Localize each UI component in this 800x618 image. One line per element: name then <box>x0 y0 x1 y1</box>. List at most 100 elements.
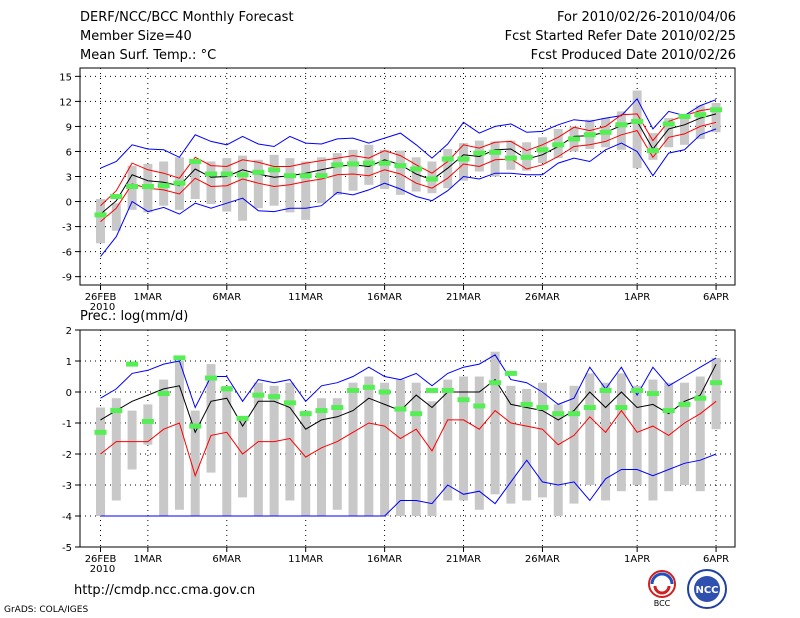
prec-ytick-label: 1 <box>66 357 72 368</box>
grads-credit: GrADS: COLA/IGES <box>4 605 89 615</box>
prec-spread-box <box>443 379 453 501</box>
prec-spread-box <box>332 398 342 510</box>
temp-observed-mark <box>378 160 391 166</box>
forecast-period: For 2010/02/26-2010/04/06 <box>557 10 736 25</box>
temp-observed-mark <box>362 160 375 166</box>
temp-observed-mark <box>504 155 517 161</box>
prec-spread-box <box>380 382 390 516</box>
temp-xtick-label: 6MAR <box>212 292 241 303</box>
prec-observed-mark <box>110 408 123 414</box>
temp-ytick-label: 9 <box>66 122 72 133</box>
temp-upper-line <box>100 107 717 207</box>
prec-ytick-label: -2 <box>62 450 72 461</box>
prec-spread-box <box>695 376 705 492</box>
temp-observed-mark <box>331 162 344 168</box>
temp-spread-box <box>648 133 658 160</box>
prec-spread-box <box>222 385 232 516</box>
prec-observed-mark <box>331 405 344 410</box>
temp-observed-mark <box>520 154 533 160</box>
temp-ytick-label: -9 <box>62 273 72 284</box>
temp-observed-mark <box>157 183 170 189</box>
temp-xtick-label: 16MAR <box>367 292 402 303</box>
temp-spread-box <box>695 105 705 139</box>
prec-xtick-label: 6MAR <box>212 554 241 565</box>
temp-spread-box <box>711 103 721 133</box>
temp-observed-mark <box>283 173 296 179</box>
temp-spread-box <box>269 154 279 206</box>
prec-observed-mark <box>283 400 296 406</box>
prec-spread-box <box>269 385 279 516</box>
temp-min-line <box>100 128 717 257</box>
temp-observed-mark <box>457 156 470 162</box>
temp-observed-mark <box>568 136 581 142</box>
member-size: Member Size=40 <box>80 29 192 44</box>
prec-spread-box <box>711 357 721 430</box>
prec-observed-mark <box>615 405 628 410</box>
prec-observed-mark <box>457 397 470 403</box>
temp-ytick-label: 3 <box>66 173 72 184</box>
prec-ytick-label: 2 <box>66 326 72 337</box>
ncc-logo: NCC <box>687 569 727 609</box>
ncc-logo-text: NCC <box>695 585 718 596</box>
temp-mean-line <box>100 113 717 215</box>
temp-spread-box <box>490 141 500 177</box>
temp-spread-box <box>679 113 689 145</box>
temp-xtick-label: 6APR <box>703 292 729 303</box>
temp-observed-mark <box>126 184 139 190</box>
temp-observed-mark <box>410 166 423 172</box>
temp-ytick-label: 0 <box>66 198 72 209</box>
prec-observed-mark <box>568 411 581 417</box>
temp-lower-line <box>100 121 717 222</box>
prec-mean-line <box>100 363 717 434</box>
temp-ytick-label: -3 <box>62 223 72 234</box>
temp-observed-mark <box>141 184 154 190</box>
prec-spread-box <box>459 376 469 501</box>
temp-observed-mark <box>394 163 407 169</box>
prec-observed-mark <box>173 355 186 361</box>
prec-observed-mark <box>220 386 233 392</box>
temp-observed-mark <box>268 167 281 173</box>
temp-observed-mark <box>347 161 360 167</box>
produced-date: Fcst Produced Date 2010/02/26 <box>530 48 736 63</box>
prec-observed-mark <box>473 403 486 409</box>
prec-spread-box <box>285 382 295 501</box>
prec-xtick-label: 11MAR <box>288 554 323 565</box>
prec-observed-mark <box>205 375 217 381</box>
prec-spread-box <box>253 382 263 516</box>
temp-observed-mark <box>315 173 328 179</box>
temp-observed-mark <box>236 172 249 178</box>
prec-observed-mark <box>347 387 360 393</box>
footer-url[interactable]: http://cmdp.ncc.cma.gov.cn <box>74 583 256 598</box>
prec-ytick-label: -1 <box>62 419 72 430</box>
prec-observed-mark <box>678 401 691 407</box>
prec-spread-box <box>601 382 611 501</box>
temp-spread-box <box>632 90 642 169</box>
prec-xtick-label: 1APR <box>624 554 650 565</box>
prec-observed-mark <box>646 391 659 397</box>
prec-spread-box <box>301 410 311 516</box>
precip-label: Prec.: log(mm/d) <box>80 309 188 324</box>
prec-xtick-label: 26FEB <box>85 554 117 565</box>
prec-observed-mark <box>599 387 612 393</box>
temp-observed-mark <box>694 112 707 118</box>
started-date: Fcst Started Refer Date 2010/02/25 <box>504 29 736 44</box>
prec-min-line <box>100 453 717 517</box>
temp-spread-box <box>316 157 326 204</box>
prec-observed-mark <box>425 387 438 393</box>
temp-observed-mark <box>299 173 312 179</box>
temp-ytick-label: 12 <box>59 97 72 108</box>
prec-spread-box <box>585 373 595 485</box>
prec-spread-box <box>206 364 216 473</box>
prec-observed-mark <box>378 389 391 395</box>
prec-xtick-label: 6APR <box>703 554 729 565</box>
temp-max-line <box>100 98 717 169</box>
prec-observed-mark <box>299 411 312 417</box>
temp-spread-box <box>222 158 232 212</box>
prec-spread-box <box>506 385 516 504</box>
prec-xtick-year: 2010 <box>90 564 115 575</box>
prec-spread-box <box>664 382 674 492</box>
temp-observed-mark <box>220 171 233 177</box>
prec-lower-line <box>100 400 717 478</box>
prec-spread-box <box>648 379 658 501</box>
